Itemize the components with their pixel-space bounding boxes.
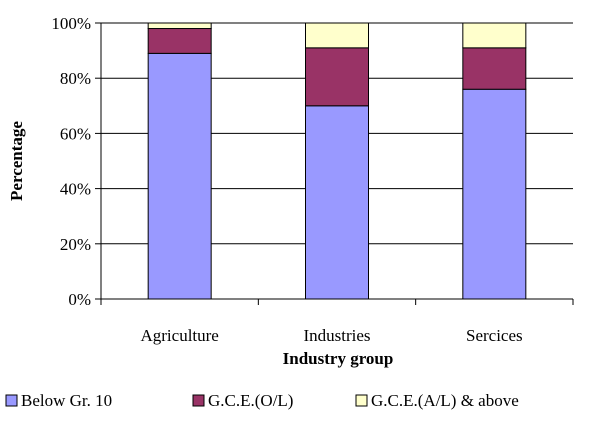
bar-segment	[147, 52, 212, 300]
x-ticks: Agriculture Industries Sercices	[100, 299, 574, 345]
bar-segment	[462, 47, 527, 90]
legend-label: G.C.E.(A/L) & above	[371, 391, 519, 410]
bar-segment	[462, 88, 527, 300]
x-tick-label: Industries	[303, 326, 370, 345]
y-ticks: 0% 20% 40% 60% 80% 100%	[51, 14, 101, 309]
legend-label: Below Gr. 10	[21, 391, 112, 410]
bar-segment	[462, 22, 527, 49]
y-tick-label: 60%	[60, 124, 91, 143]
x-axis-title: Industry group	[283, 349, 394, 368]
bar-segment	[305, 105, 369, 300]
axes	[100, 23, 573, 300]
bar-segment	[147, 22, 212, 30]
y-tick-label: 80%	[60, 69, 91, 88]
bars	[147, 22, 527, 300]
legend-label: G.C.E.(O/L)	[208, 391, 293, 410]
y-tick-label: 0%	[68, 290, 91, 309]
legend-swatch	[5, 394, 18, 407]
x-tick-label: Sercices	[466, 326, 523, 345]
bar-segment	[147, 28, 212, 54]
y-tick-label: 20%	[60, 235, 91, 254]
bar-segment	[305, 22, 369, 49]
legend-swatch	[355, 394, 368, 407]
legend: Below Gr. 10 G.C.E.(O/L) G.C.E.(A/L) & abo…	[5, 391, 519, 410]
y-axis-title: Percentage	[7, 121, 26, 201]
y-tick-label: 100%	[51, 14, 91, 33]
x-tick-label: Agriculture	[140, 326, 218, 345]
legend-swatch	[192, 394, 205, 407]
bar-segment	[305, 47, 369, 107]
y-tick-label: 40%	[60, 180, 91, 199]
